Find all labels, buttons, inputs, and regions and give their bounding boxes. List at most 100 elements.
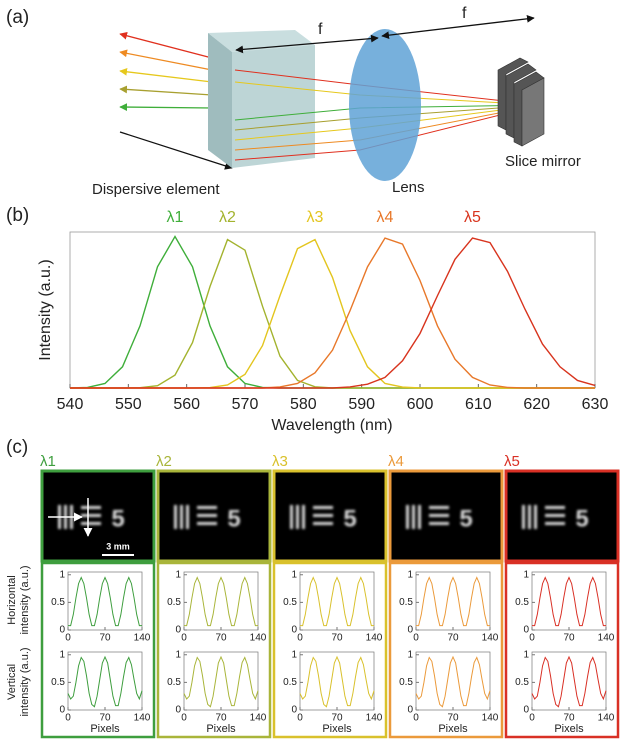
legend-label: λ2	[219, 209, 236, 226]
beam	[120, 71, 212, 82]
x-tick-label: 600	[407, 396, 434, 413]
x-tick-label: 140	[366, 713, 383, 724]
target-digit: 5	[343, 505, 356, 532]
y-tick-label: 0.5	[399, 677, 413, 688]
profile-x-title: Pixels	[438, 723, 468, 735]
profile-x-title: Pixels	[322, 723, 352, 735]
y-tick-label: 1	[291, 569, 297, 580]
x-tick-label: 140	[134, 713, 151, 724]
focal-label: f	[462, 5, 467, 22]
legend-label: λ1	[167, 209, 184, 226]
x-tick-label: 0	[65, 713, 71, 724]
x-tick-label: 70	[215, 633, 227, 644]
x-tick-label: 620	[523, 396, 550, 413]
column-label: λ1	[40, 453, 56, 470]
panel-label: (b)	[6, 205, 29, 226]
y-tick-label: 1	[523, 569, 529, 580]
x-tick-label: 70	[563, 633, 575, 644]
target-bar	[197, 506, 217, 509]
target-bar	[81, 506, 101, 509]
y-tick-label: 1	[407, 569, 413, 580]
x-tick-label: 140	[598, 633, 615, 644]
figure: (a) f f Dispersive element Lens Slice mi…	[0, 0, 622, 740]
y-tick-label: 0.5	[399, 597, 413, 608]
profile-x-title: Pixels	[206, 723, 236, 735]
lens	[349, 29, 421, 181]
profile-y-title: intensity (a.u.)	[19, 647, 31, 716]
column-label: λ3	[272, 453, 288, 470]
x-tick-label: 140	[250, 633, 267, 644]
target-bar	[313, 506, 333, 509]
x-tick-label: 0	[529, 713, 535, 724]
x-tick-label: 0	[529, 633, 535, 644]
target-bar	[534, 505, 537, 529]
target-bar	[302, 505, 305, 529]
spectrum-line	[70, 238, 595, 388]
target-bar	[296, 505, 299, 529]
y-tick-label: 1	[59, 569, 65, 580]
target-bar	[522, 505, 525, 529]
mirror-slice	[522, 78, 544, 146]
x-tick-label: 140	[134, 633, 151, 644]
x-tick-label: 560	[173, 396, 200, 413]
x-tick-label: 550	[115, 396, 142, 413]
y-tick-label: 1	[175, 649, 181, 660]
panel-label: (c)	[6, 437, 28, 458]
y-tick-label: 0.5	[51, 597, 65, 608]
page: { "panel_labels": ["(a)", "(b)", "(c)"],…	[0, 0, 622, 740]
column-label: λ2	[156, 453, 172, 470]
target-digit: 5	[575, 505, 588, 532]
x-tick-label: 70	[99, 633, 111, 644]
target-bar	[545, 514, 565, 517]
target-bar	[290, 505, 293, 529]
x-axis-title: Wavelength (nm)	[271, 417, 392, 434]
y-tick-label: 0.5	[515, 677, 529, 688]
x-tick-label: 0	[297, 633, 303, 644]
x-tick-label: 610	[465, 396, 492, 413]
target-bar	[186, 505, 189, 529]
profile-y-title: Vertical	[6, 664, 18, 700]
prism	[208, 30, 315, 168]
plot-frame	[70, 232, 595, 388]
target-bar	[180, 505, 183, 529]
x-tick-label: 140	[250, 713, 267, 724]
legend-label: λ4	[377, 209, 394, 226]
x-tick-label: 0	[413, 713, 419, 724]
target-bar	[429, 522, 449, 525]
y-axis-title: Intensity (a.u.)	[37, 259, 54, 360]
profile-y-title: Horizontal	[6, 575, 18, 625]
target-bar	[406, 505, 409, 529]
x-tick-label: 0	[413, 633, 419, 644]
beam	[120, 107, 212, 108]
y-tick-label: 0.5	[515, 597, 529, 608]
x-tick-label: 140	[482, 633, 499, 644]
x-tick-label: 70	[331, 633, 343, 644]
target-bar	[313, 514, 333, 517]
y-tick-label: 1	[59, 649, 65, 660]
scale-bar-label: 3 mm	[106, 541, 130, 551]
y-tick-label: 1	[523, 649, 529, 660]
x-tick-label: 0	[65, 633, 71, 644]
y-tick-label: 1	[175, 569, 181, 580]
y-tick-label: 0.5	[167, 677, 181, 688]
x-tick-label: 0	[181, 713, 187, 724]
x-tick-label: 580	[290, 396, 317, 413]
y-tick-label: 0.5	[51, 677, 65, 688]
target-bar	[197, 522, 217, 525]
slice-mirror	[498, 58, 544, 146]
spectrum-line	[70, 238, 595, 388]
target-bar	[197, 514, 217, 517]
target-bar	[418, 505, 421, 529]
x-tick-label: 0	[297, 713, 303, 724]
x-tick-label: 140	[598, 713, 615, 724]
target-digit: 5	[227, 505, 240, 532]
component-label: Dispersive element	[92, 181, 220, 198]
target-bar	[81, 522, 101, 525]
target-bar	[429, 514, 449, 517]
component-label: Slice mirror	[505, 153, 581, 170]
target-bar	[528, 505, 531, 529]
target-bar	[429, 506, 449, 509]
target-bar	[313, 522, 333, 525]
x-tick-label: 590	[348, 396, 375, 413]
target-bar	[545, 522, 565, 525]
